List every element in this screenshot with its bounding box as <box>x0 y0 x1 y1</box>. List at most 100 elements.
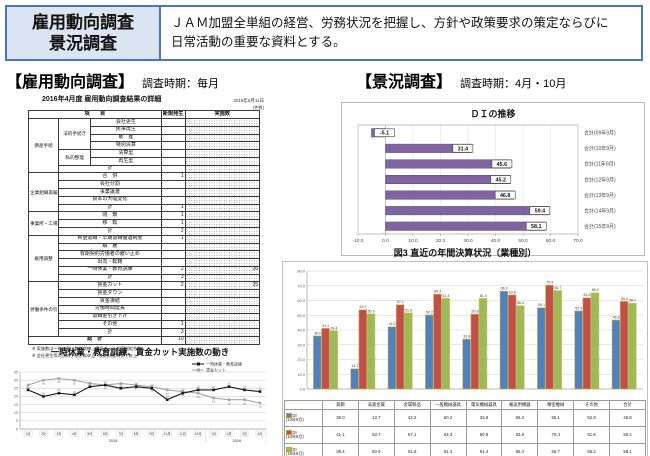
employment-table-block: 2016年4月度 雇用動向調査結果の詳細 2016年5月11日 (件数) 項 目… <box>27 94 264 358</box>
svg-text:8月: 8月 <box>134 432 139 436</box>
svg-text:27: 27 <box>104 387 108 391</box>
svg-text:2月: 2月 <box>41 432 46 436</box>
header-description-line2: 日常活動の重要な資料とする。 <box>171 35 346 49</box>
svg-text:50.2: 50.2 <box>426 310 433 314</box>
svg-text:50.0: 50.0 <box>518 238 528 244</box>
svg-text:40.0: 40.0 <box>491 238 501 244</box>
svg-text:45.2: 45.2 <box>496 177 507 183</box>
svg-text:20.0: 20.0 <box>436 238 446 244</box>
svg-text:39.4: 39.4 <box>330 326 337 330</box>
svg-text:50.9: 50.9 <box>368 309 375 313</box>
svg-text:22: 22 <box>57 388 61 392</box>
svg-text:31: 31 <box>57 380 61 384</box>
svg-text:61.4: 61.4 <box>442 294 449 298</box>
page-title: 雇用動向調査 景況調査 <box>7 7 161 59</box>
di-chart-title: ＤＩの推移 <box>470 109 516 119</box>
header-description: ＪＡＭ加盟全単組の経営、労務状況を把握し、方針や政策要求の策定ならびに 日常活動… <box>161 7 641 59</box>
svg-text:33.8: 33.8 <box>463 335 470 339</box>
svg-text:24: 24 <box>26 385 30 389</box>
svg-text:15: 15 <box>14 403 18 407</box>
svg-text:1月: 1月 <box>26 432 31 436</box>
svg-text:11月: 11月 <box>179 432 186 436</box>
svg-text:31.4: 31.4 <box>458 146 469 152</box>
svg-text:52.9: 52.9 <box>575 306 582 310</box>
header-box: 雇用動向調査 景況調査 ＪＡＭ加盟全単組の経営、労務状況を把握し、方針や政策要求… <box>5 5 643 61</box>
employment-period: 調査時期：毎月 <box>142 78 220 90</box>
svg-text:61.8: 61.8 <box>584 293 591 297</box>
svg-text:23: 23 <box>258 387 262 391</box>
svg-text:80.0: 80.0 <box>297 269 305 274</box>
svg-text:10月: 10月 <box>164 432 171 436</box>
line-chart: 0510152025303527303130282728272624232219… <box>14 360 267 443</box>
employment-table-footnote-1: ※ 実施数は一時休業・教育訓練、賃金カットの実施組合数 <box>32 346 142 352</box>
svg-text:59.4: 59.4 <box>621 297 628 301</box>
page-title-line1: 雇用動向調査 <box>32 12 134 32</box>
employment-heading-text: 【雇用動向調査】 <box>6 74 135 91</box>
svg-text:55.1: 55.1 <box>538 303 545 307</box>
svg-text:26: 26 <box>150 388 154 392</box>
svg-text:5月: 5月 <box>87 432 92 436</box>
employment-table-footnote-2: ※ 会社更生等の法的手続きは申立・開始決定時点で計上 <box>32 352 138 358</box>
industry-chart-frame: 0.0 10.0 20.0 30.0 40.0 50.0 60.0 70.0 80.0 36.0 4… <box>282 261 648 456</box>
svg-text:30.0: 30.0 <box>297 342 305 347</box>
svg-text:一時休業・教育訓練: 一時休業・教育訓練 <box>206 360 242 366</box>
svg-text:61.4: 61.4 <box>480 294 487 298</box>
svg-text:22: 22 <box>181 388 185 392</box>
employment-table-title: 2016年4月度 雇用動向調査結果の詳細 <box>42 96 162 103</box>
business-section-heading: 【景況調査】 調査時期：4月・10月 <box>356 68 566 92</box>
svg-text:7月: 7月 <box>118 432 123 436</box>
svg-text:合計(10年9月): 合計(10年9月) <box>584 145 616 152</box>
svg-text:合計(13年9月): 合計(13年9月) <box>584 192 616 199</box>
svg-text:23: 23 <box>181 393 185 397</box>
svg-text:4月: 4月 <box>72 432 77 436</box>
svg-text:26: 26 <box>227 382 231 386</box>
svg-text:0.0: 0.0 <box>300 387 306 392</box>
employment-section-heading: 【雇用動向調査】 調査時期：毎月 <box>6 68 219 92</box>
svg-text:25: 25 <box>119 383 123 387</box>
svg-text:66.7: 66.7 <box>554 286 561 290</box>
employment-table-date: 2016年5月11日 <box>233 98 264 103</box>
svg-text:4月: 4月 <box>258 432 263 436</box>
svg-text:合計(14年9月): 合計(14年9月) <box>584 207 616 214</box>
svg-text:合計(09年9月): 合計(09年9月) <box>584 130 616 137</box>
svg-text:58.1: 58.1 <box>531 224 542 230</box>
svg-text:20.0: 20.0 <box>297 357 305 362</box>
svg-text:60.0: 60.0 <box>546 238 556 244</box>
di-chart-block: ＤＩの推移 -10.0 0.0 10.0 20.0 30.0 40.0 50.0 60.0 70… <box>341 102 645 256</box>
svg-text:20: 20 <box>14 395 18 399</box>
svg-text:合計(15年9月): 合計(15年9月) <box>584 223 616 230</box>
svg-text:66.3: 66.3 <box>501 287 508 291</box>
svg-text:26: 26 <box>135 382 139 386</box>
svg-text:56.4: 56.4 <box>517 301 524 305</box>
svg-text:70.4: 70.4 <box>546 281 553 285</box>
svg-text:0: 0 <box>16 427 18 431</box>
svg-text:10.0: 10.0 <box>408 238 418 244</box>
svg-text:63.8: 63.8 <box>509 290 516 294</box>
page-title-line2: 景況調査 <box>49 34 117 53</box>
business-heading-text: 【景況調査】 <box>356 74 453 91</box>
svg-text:18: 18 <box>227 401 231 405</box>
svg-text:60.0: 60.0 <box>297 298 305 303</box>
svg-text:24: 24 <box>212 385 216 389</box>
svg-text:5: 5 <box>16 419 18 423</box>
svg-text:2月: 2月 <box>227 432 232 436</box>
svg-text:70.0: 70.0 <box>573 238 583 244</box>
svg-text:18: 18 <box>243 401 247 405</box>
svg-text:25: 25 <box>150 383 154 387</box>
svg-text:70.0: 70.0 <box>297 283 305 288</box>
svg-text:19: 19 <box>212 400 216 404</box>
svg-text:36.0: 36.0 <box>314 331 321 335</box>
svg-text:50.8: 50.8 <box>472 309 479 313</box>
svg-text:40.0: 40.0 <box>297 328 305 333</box>
svg-text:22: 22 <box>196 395 200 399</box>
svg-text:65.2: 65.2 <box>592 288 599 292</box>
svg-text:30.0: 30.0 <box>463 238 473 244</box>
svg-text:-5.1: -5.1 <box>380 131 389 137</box>
svg-text:3月: 3月 <box>242 432 247 436</box>
di-chart: -10.0 0.0 10.0 20.0 30.0 40.0 50.0 60.0 70.0 -5.1… <box>353 124 616 244</box>
svg-text:24: 24 <box>166 392 170 396</box>
svg-text:24: 24 <box>196 385 200 389</box>
svg-text:42.2: 42.2 <box>389 322 396 326</box>
svg-text:賃金カット: 賃金カット <box>206 366 226 372</box>
